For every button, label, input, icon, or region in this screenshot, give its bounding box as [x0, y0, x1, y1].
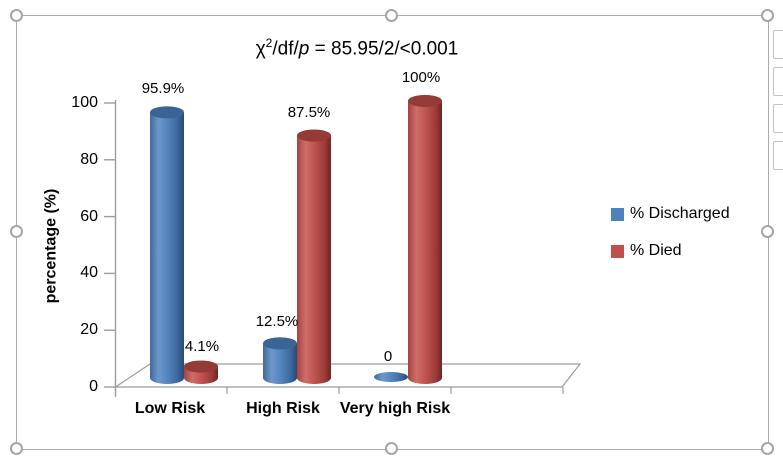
chart-side-button-4[interactable]	[773, 141, 783, 170]
flat-bar-Discharged-Very-high-Risk[interactable]	[374, 372, 408, 382]
resize-handle-bottom-middle[interactable]	[385, 442, 398, 455]
data-label-died-high: 87.5%	[287, 104, 331, 121]
category-label-very-high-risk: Very high Risk	[339, 400, 451, 417]
cylinder-bar-Discharged-Low-Risk[interactable]	[150, 106, 184, 385]
cylinder-top	[297, 129, 331, 142]
cylinder-top	[184, 360, 218, 373]
resize-handle-top-middle[interactable]	[385, 9, 398, 22]
legend-item-died[interactable]: % Died	[611, 242, 761, 260]
cylinder-bar-Discharged-High-Risk[interactable]	[263, 337, 297, 384]
chart-floor	[113, 363, 582, 388]
legend-item-discharged[interactable]: % Discharged	[611, 205, 761, 223]
chart-legend[interactable]: % Discharged % Died	[611, 205, 761, 260]
category-label-low-risk: Low Risk	[134, 400, 206, 417]
legend-label-discharged: % Discharged	[630, 205, 730, 222]
legend-swatch-died-icon	[611, 244, 624, 258]
chart-side-button-1[interactable]	[773, 30, 783, 59]
resize-handle-middle-right[interactable]	[761, 225, 774, 238]
cylinder-top	[150, 106, 184, 119]
cylinder-top	[263, 337, 297, 350]
data-label-discharged-high: 12.5%	[255, 313, 299, 330]
legend-label-died: % Died	[630, 242, 682, 259]
legend-swatch-discharged-icon	[611, 207, 624, 221]
y-tick-label-100: 100	[71, 94, 98, 111]
chart-title-chi: χ	[255, 38, 266, 60]
x-axis-ticks	[226, 387, 564, 394]
chart-side-button-2[interactable]	[773, 67, 783, 96]
y-tick-label-40: 40	[80, 264, 98, 281]
data-label-discharged-veryhigh: 0	[383, 348, 393, 365]
chart-side-button-3[interactable]	[773, 104, 783, 133]
cylinder-bar-Died-High-Risk[interactable]	[297, 129, 331, 384]
chart-title-sup: 2	[265, 36, 273, 50]
data-label-discharged-low: 95.9%	[141, 80, 185, 97]
cylinder-bar-Died-Very-high-Risk[interactable]	[408, 95, 442, 384]
y-tick-label-80: 80	[80, 151, 98, 168]
chart-title[interactable]: χ2/df/p = 85.95/2/<0.001	[197, 31, 517, 61]
resize-handle-bottom-right[interactable]	[761, 442, 774, 455]
y-axis-ticks	[104, 102, 116, 388]
resize-handle-top-right[interactable]	[761, 9, 774, 22]
chart-title-mid: /df/	[272, 38, 299, 60]
y-tick-label-60: 60	[80, 208, 98, 225]
resize-handle-middle-left[interactable]	[10, 225, 23, 238]
y-tick-label-0: 0	[89, 378, 98, 395]
cylinder-top	[408, 95, 442, 107]
chart-title-tail: = 85.95/2/<0.001	[309, 38, 459, 60]
category-label-high-risk: High Risk	[246, 400, 320, 417]
y-tick-label-20: 20	[80, 321, 98, 338]
resize-handle-top-left[interactable]	[10, 9, 23, 22]
data-label-died-veryhigh: 100%	[401, 69, 441, 86]
resize-handle-bottom-left[interactable]	[10, 442, 23, 455]
data-label-died-low: 4.1%	[184, 338, 220, 355]
chart-title-p: p	[298, 38, 310, 60]
